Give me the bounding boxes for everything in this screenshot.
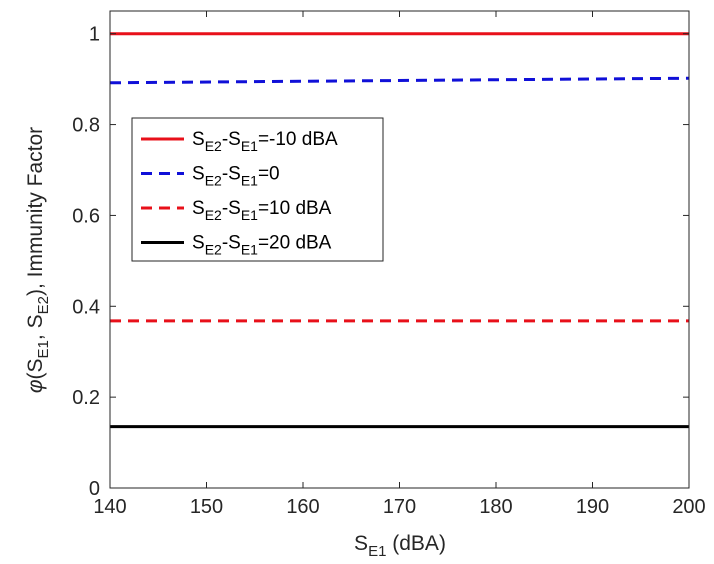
x-tick-label: 190 — [576, 496, 609, 518]
x-tick-label: 180 — [479, 496, 512, 518]
y-tick-label: 0.2 — [72, 387, 100, 409]
x-axis-label: SE1 (dBA) — [354, 532, 446, 560]
series-line-2 — [109, 76, 690, 85]
y-tick-label: 0.4 — [72, 296, 100, 318]
legend: SE2-SE1=-10 dBA SE2-SE1=0 SE2-SE1=10 dBA SE… — [131, 117, 384, 262]
y-axis-label: φ(SE1, SE2), Immunity Factor — [24, 127, 52, 393]
series-layer — [109, 32, 690, 429]
x-tick-label: 160 — [286, 496, 319, 518]
y-tick-label: 0.8 — [72, 115, 100, 137]
legend-label-4: SE2-SE1=20 dBA — [192, 233, 332, 258]
legend-box — [131, 117, 384, 262]
y-tick-label: 0 — [89, 478, 100, 500]
axes: 140 150 160 170 180 190 200 0 0.2 0.4 0.6 0.8 1 — [72, 10, 706, 518]
y-tick-label: 1 — [89, 24, 100, 46]
x-tick-label: 170 — [383, 496, 416, 518]
x-tick-label: 150 — [190, 496, 223, 518]
x-tick-label: 200 — [672, 496, 705, 518]
y-tick-label: 0.6 — [72, 205, 100, 227]
legend-label-1: SE2-SE1=-10 dBA — [192, 129, 338, 154]
legend-label-2: SE2-SE1=0 — [192, 164, 280, 189]
legend-label-3: SE2-SE1=10 dBA — [192, 198, 332, 223]
x-tick-label: 140 — [93, 496, 126, 518]
